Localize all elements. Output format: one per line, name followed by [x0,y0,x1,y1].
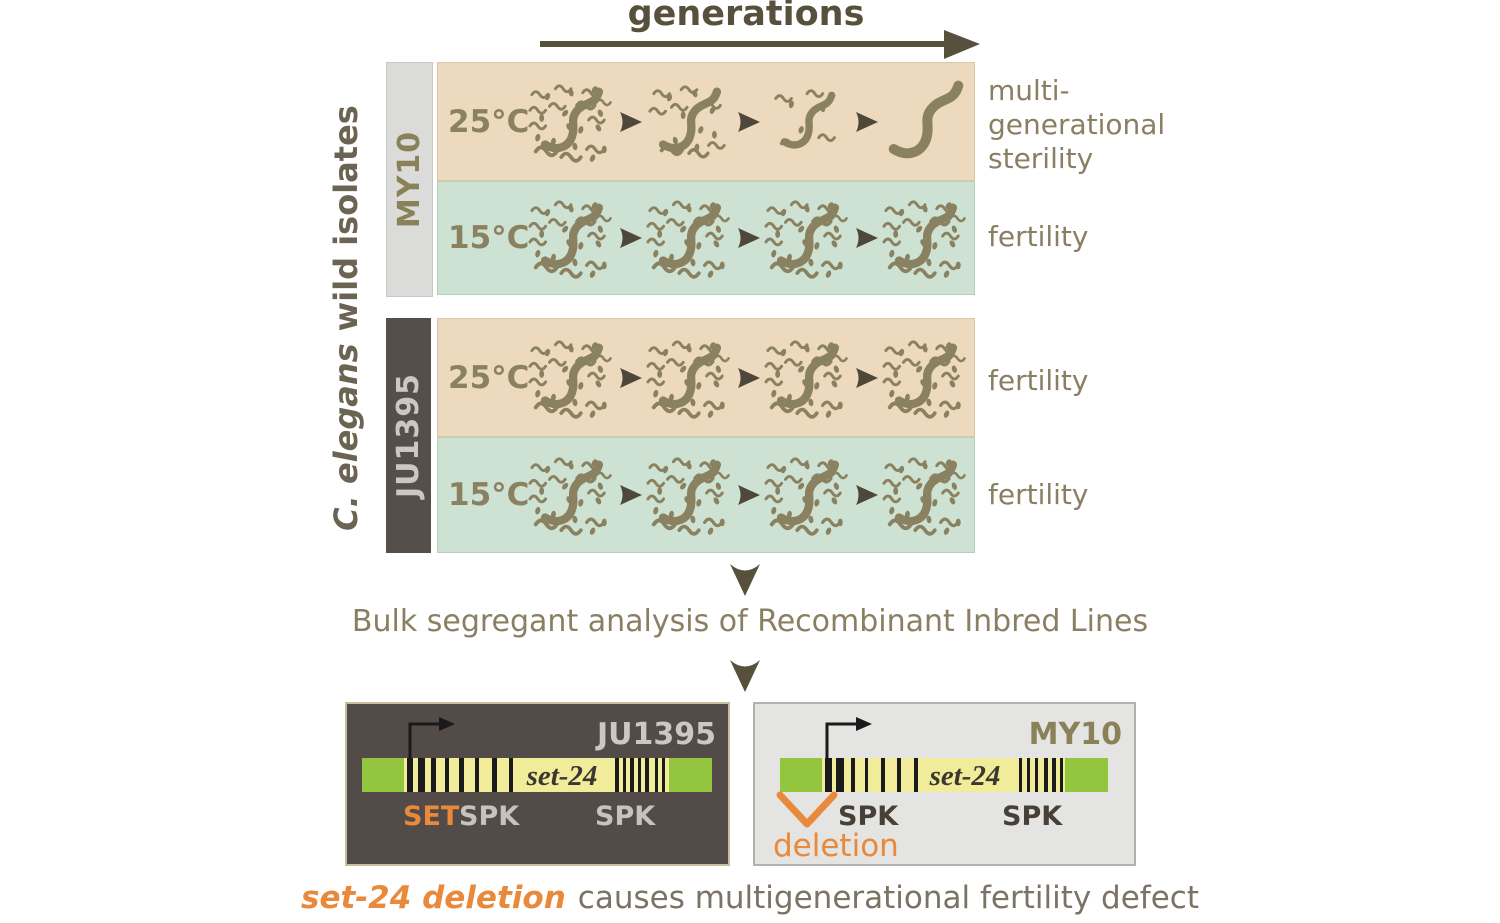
gene-box-title: MY10 [1029,717,1122,752]
generation-arrow-icon [619,484,643,506]
temperature-label: 25°C [448,359,530,396]
temperature-label: 15°C [448,477,530,513]
row-my10-25c: 25°C [437,62,975,181]
deletion-label: deletion [773,828,899,864]
generations-title: generations [627,0,865,34]
worm-population [646,196,734,280]
strain-sidebar-my10: MY10 [386,62,433,297]
worm-population [882,453,970,537]
gene-diagram-my10: MY10 set-24 SPK SPK deletion [773,717,1122,864]
temperature-label: 25°C [448,103,530,140]
exon-stripes [407,758,665,792]
generation-arrow-icon [737,111,761,133]
worm-population [528,80,616,164]
worm-population [882,80,970,164]
gene-name: set-24 [929,760,1001,792]
worm-population [764,196,852,280]
domain-label-set: SET [403,801,460,832]
generation-arrow-icon [619,111,643,133]
generations-arrow-icon [540,30,980,59]
generation-arrow-icon [855,227,879,249]
worm-population [646,453,734,537]
generation-arrow-icon [619,367,643,389]
generation-arrow-icon [855,367,879,389]
row-ju1395-15c: 15°C [437,437,975,553]
worm-population [764,80,852,164]
worm-population [882,336,970,420]
strain-label-ju1395: JU1395 [391,372,426,499]
strain-sidebar-ju1395: JU1395 [386,318,431,553]
species-name: C. elegans [327,343,365,531]
worm-population [646,336,734,420]
domain-label-spk: SPK [595,801,656,832]
caption-highlight: set-24 deletion [301,880,566,916]
generation-arrow-icon [619,227,643,249]
generation-arrow-icon [737,227,761,249]
domain-label-spk: SPK [1002,801,1063,832]
worm-population [528,196,616,280]
analysis-label: Bulk segregant analysis of Recombinant I… [351,604,1149,639]
left-axis-rest: wild isolates [327,105,365,332]
outcome-label-fertility: fertility [988,220,1089,253]
outcome-label-fertility: fertility [988,478,1089,511]
exon-stripes [825,758,1063,792]
generation-arrow-icon [737,484,761,506]
outcome-label-fertility: fertility [988,364,1089,397]
deletion-mark-icon [776,791,838,828]
generation-arrow-icon [737,367,761,389]
domain-label-spk: SPK [459,801,520,832]
caption-rest: causes multigenerational fertility defec… [577,880,1199,916]
left-axis-title: C. elegans wild isolates [327,105,365,531]
worm-population [882,196,970,280]
strain-label-my10: MY10 [392,130,428,229]
generation-arrow-icon [855,484,879,506]
worm-population [764,453,852,537]
temperature-label: 15°C [448,220,530,256]
worm-population [646,80,734,164]
worm-population [528,453,616,537]
generation-arrow-icon [855,111,879,133]
transcription-start-arrow-icon [408,717,455,758]
worm-population [528,336,616,420]
gene-model-my10: MY10 set-24 SPK SPK deletion [753,702,1136,866]
gene-model-ju1395: JU1395 set-24 SET SPK SPK [345,702,730,866]
gene-name: set-24 [526,760,598,792]
flow-down-arrow-icon [730,660,760,692]
gene-box-title: JU1395 [595,717,716,752]
row-ju1395-25c: 25°C [437,318,975,437]
domain-label-spk: SPK [838,801,899,832]
outcome-label-sterility: multi-generational sterility [988,74,1166,176]
worm-population [764,336,852,420]
row-my10-15c: 15°C [437,181,975,295]
transcription-start-arrow-icon [825,717,872,758]
flow-down-arrow-icon [730,564,760,596]
figure-caption: set-24 deletion causes multigenerational … [0,880,1500,916]
gene-diagram-ju1395: JU1395 set-24 SET SPK SPK [362,717,716,832]
